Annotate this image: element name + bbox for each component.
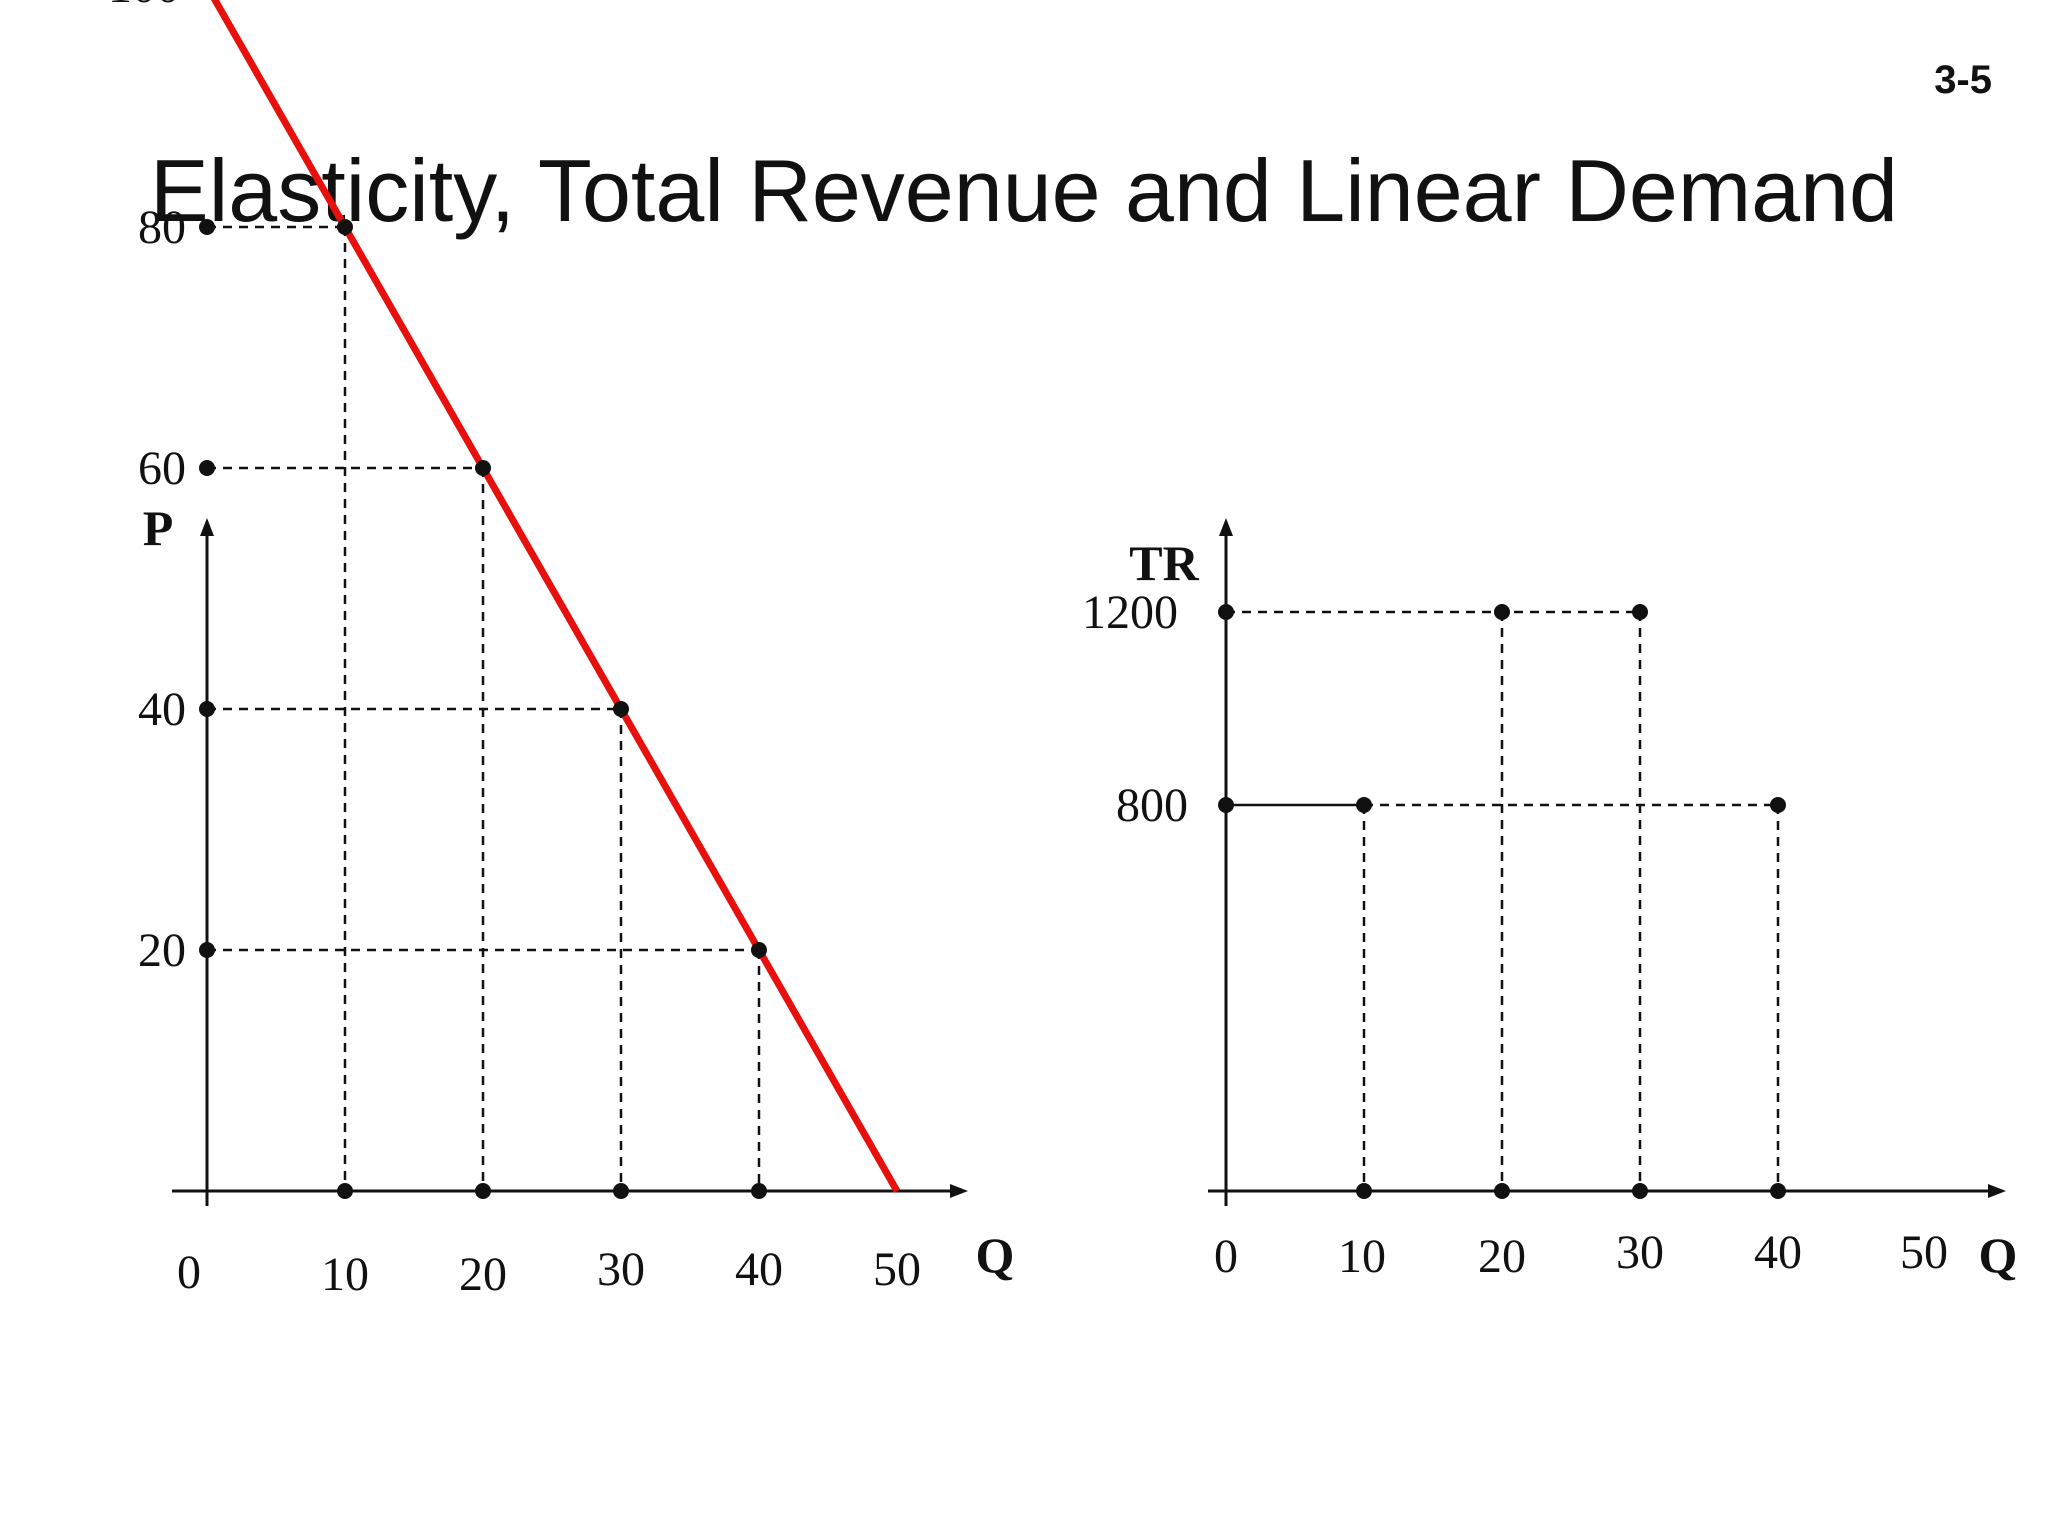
slide-number: 3-5 bbox=[1934, 58, 1992, 102]
tr-point bbox=[1770, 797, 1786, 813]
x-axis-label: Q bbox=[976, 1227, 1015, 1283]
total-revenue-chart: 0 10 20 30 40 50 1200 800 TR Q bbox=[1082, 518, 2017, 1283]
y-axis-point bbox=[199, 701, 215, 717]
x-tick-label: 30 bbox=[1616, 1226, 1664, 1279]
demand-line bbox=[210, 0, 901, 1193]
y-tick-label: 80 bbox=[138, 201, 186, 254]
tr-point bbox=[1356, 797, 1372, 813]
y-tick-label: 40 bbox=[138, 683, 186, 736]
x-tick-label: 20 bbox=[459, 1248, 507, 1301]
y-tick-label: 60 bbox=[138, 442, 186, 495]
x-tick-label: 0 bbox=[177, 1246, 201, 1299]
slide-title: Elasticity, Total Revenue and Linear Dem… bbox=[150, 141, 1898, 240]
demand-point bbox=[475, 460, 491, 476]
demand-chart: 0 10 20 30 40 50 100 80 60 40 20 P Q bbox=[108, 0, 1014, 1301]
y-axis-arrow bbox=[200, 518, 214, 536]
tr-point bbox=[1632, 604, 1648, 620]
x-axis-label: Q bbox=[1979, 1227, 2018, 1283]
y-axis-point bbox=[1218, 604, 1234, 620]
y-axis-label: P bbox=[143, 500, 174, 556]
y-axis-point bbox=[199, 942, 215, 958]
y-tick-label: 800 bbox=[1116, 779, 1188, 832]
x-axis-point bbox=[1632, 1183, 1648, 1199]
x-tick-label: 10 bbox=[321, 1248, 369, 1301]
x-axis-arrow bbox=[950, 1184, 968, 1198]
x-tick-label: 10 bbox=[1338, 1230, 1386, 1283]
x-tick-label: 50 bbox=[1900, 1226, 1948, 1279]
x-tick-label: 30 bbox=[597, 1243, 645, 1296]
x-axis-arrow bbox=[1988, 1184, 2006, 1198]
demand-point bbox=[613, 701, 629, 717]
x-tick-label: 50 bbox=[873, 1243, 921, 1296]
x-tick-label: 0 bbox=[1214, 1230, 1238, 1283]
demand-point bbox=[337, 219, 353, 235]
x-axis-point bbox=[751, 1183, 767, 1199]
x-tick-label: 40 bbox=[1754, 1226, 1802, 1279]
x-axis-point bbox=[613, 1183, 629, 1199]
x-tick-label: 40 bbox=[735, 1243, 783, 1296]
y-axis-arrow bbox=[1219, 518, 1233, 536]
x-axis-point bbox=[475, 1183, 491, 1199]
y-axis-point bbox=[199, 460, 215, 476]
x-axis-point bbox=[337, 1183, 353, 1199]
y-tick-label: 1200 bbox=[1082, 586, 1178, 639]
demand-point bbox=[751, 942, 767, 958]
y-axis-point bbox=[199, 219, 215, 235]
y-axis-point bbox=[1218, 797, 1234, 813]
y-tick-label: 100 bbox=[108, 0, 180, 13]
x-axis-point bbox=[1494, 1183, 1510, 1199]
x-tick-label: 20 bbox=[1478, 1230, 1526, 1283]
tr-point bbox=[1494, 604, 1510, 620]
y-tick-label: 20 bbox=[138, 924, 186, 977]
x-axis-point bbox=[1770, 1183, 1786, 1199]
x-axis-point bbox=[1356, 1183, 1372, 1199]
y-axis-label: TR bbox=[1129, 535, 1199, 591]
